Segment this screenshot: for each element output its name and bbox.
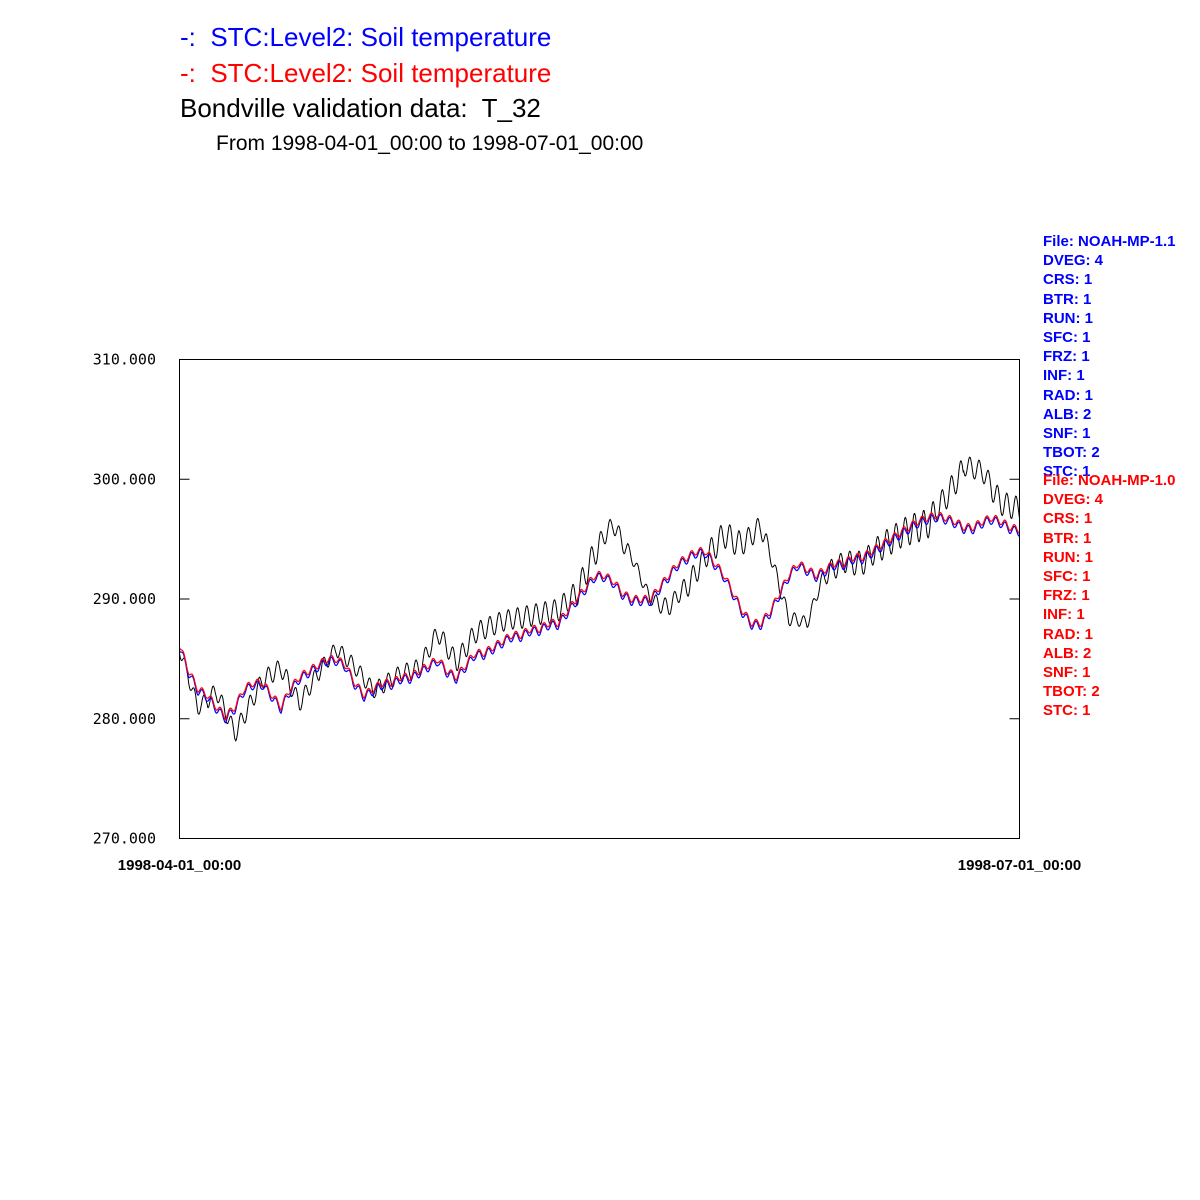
series-observed-line: [179, 456, 1020, 742]
info-block-red: File: NOAH-MP-1.0 DVEG: 4 CRS: 1 BTR: 1 RUN:…: [1043, 471, 1176, 721]
chart-marks: [178, 456, 1020, 742]
info-line: RUN: 1: [1043, 309, 1094, 327]
y-tick-label: 300.000: [93, 470, 156, 488]
info-block-blue: File: NOAH-MP-1.1 DVEG: 4 CRS: 1 BTR: 1 RUN:…: [1043, 232, 1176, 482]
info-line: DVEG: 4: [1043, 491, 1104, 509]
plot-frame: [179, 359, 1020, 839]
info-line: INF: 1: [1043, 606, 1085, 624]
axis-ticks: 270.000 280.000 290.000 300.000 310.000 1998-…: [93, 351, 1081, 875]
info-line: STC: 1: [1043, 463, 1091, 481]
info-line: ALB: 2: [1043, 405, 1092, 423]
y-tick-label: 270.000: [93, 830, 156, 848]
y-tick-label: 290.000: [93, 590, 156, 608]
info-line: TBOT: 2: [1043, 444, 1100, 462]
y-tick-label: 310.000: [93, 351, 156, 369]
info-line: File: NOAH-MP-1.0: [1043, 472, 1176, 489]
info-line: STC: 1: [1043, 702, 1091, 720]
info-line: SNF: 1: [1043, 664, 1091, 682]
info-line: ALB: 2: [1043, 644, 1092, 662]
info-line: SFC: 1: [1043, 329, 1091, 347]
chart-subtitle: From 1998-04-01_00:00 to 1998-07-01_00:0…: [216, 132, 644, 155]
legend-line-red: -: STC:Level2: Soil temperature: [180, 58, 552, 88]
info-line: SFC: 1: [1043, 568, 1091, 586]
info-line: RAD: 1: [1043, 625, 1094, 643]
series-red-line: [178, 512, 1020, 721]
info-line: BTR: 1: [1043, 529, 1092, 547]
y-tick-label: 280.000: [93, 710, 156, 728]
legend-line-blue: -: STC:Level2: Soil temperature: [180, 22, 552, 52]
info-line: FRZ: 1: [1043, 348, 1090, 366]
info-line: FRZ: 1: [1043, 587, 1090, 605]
series-blue-line: [179, 513, 1020, 724]
info-line: CRS: 1: [1043, 510, 1093, 528]
info-line: CRS: 1: [1043, 271, 1093, 289]
info-line: INF: 1: [1043, 367, 1085, 385]
info-line: DVEG: 4: [1043, 252, 1104, 270]
x-tick-label: 1998-07-01_00:00: [958, 857, 1081, 874]
info-line: TBOT: 2: [1043, 683, 1100, 701]
info-line: RUN: 1: [1043, 548, 1094, 566]
info-line: RAD: 1: [1043, 386, 1094, 404]
x-tick-label: 1998-04-01_00:00: [118, 857, 241, 874]
info-line: File: NOAH-MP-1.1: [1043, 233, 1176, 250]
info-line: SNF: 1: [1043, 425, 1091, 443]
info-line: BTR: 1: [1043, 290, 1092, 308]
chart-title: Bondville validation data: T_32: [180, 93, 541, 123]
